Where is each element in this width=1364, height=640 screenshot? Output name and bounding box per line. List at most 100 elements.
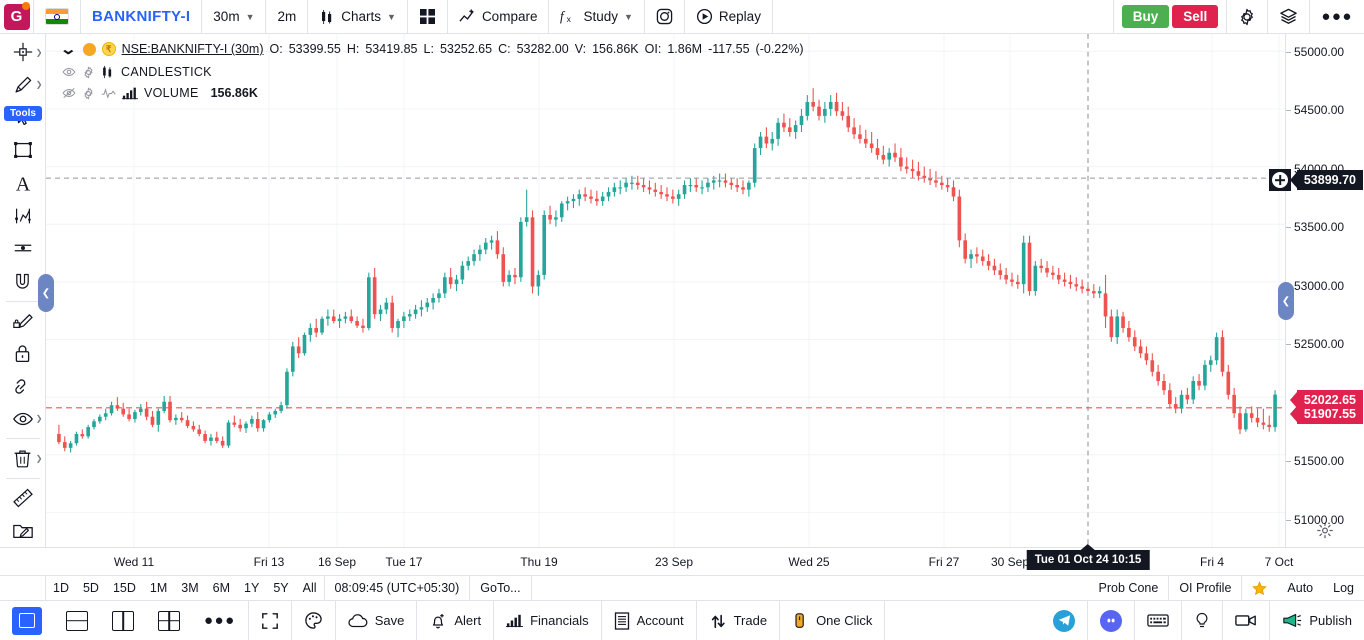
layout-vertical-button[interactable] [100, 601, 146, 640]
trade-button[interactable]: Trade [697, 601, 781, 640]
price-axis[interactable]: 53899.70 52022.65 51907.55 ❮ 51000.00 515… [1269, 34, 1364, 547]
layout-more-button[interactable]: ●●● [192, 601, 248, 640]
oi-profile-button[interactable]: OI Profile [1179, 581, 1232, 595]
market-flag-selector[interactable] [34, 0, 81, 33]
price-axis-settings-button[interactable] [1317, 522, 1334, 539]
fullscreen-icon [261, 612, 278, 629]
chart-type-selector[interactable]: Charts ▼ [308, 0, 408, 33]
chevron-down-icon[interactable]: ⌄ [59, 41, 78, 58]
range-button-1d[interactable]: 1D [53, 581, 69, 595]
telegram-icon [1053, 609, 1076, 632]
favorite-button[interactable] [1242, 576, 1277, 600]
hide-drawings-tool[interactable]: ❯ [0, 402, 46, 435]
range-button-3m[interactable]: 3M [181, 581, 199, 595]
layers-button[interactable] [1268, 0, 1311, 33]
interval-quick-2m[interactable]: 2m [266, 0, 309, 33]
crosshair-tool[interactable]: ❯ [0, 36, 46, 69]
bottom-toolbar: ●●● Save [0, 600, 1364, 640]
save-button[interactable]: Save [336, 601, 418, 640]
publish-button[interactable]: Publish [1270, 601, 1364, 640]
collapse-left-toolbar-button[interactable]: ❮ [38, 274, 54, 312]
symbol-link[interactable]: NSE:BANKNIFTY-I (30m) [121, 42, 264, 56]
interval-label: 30m [213, 9, 240, 24]
study-label: Study [583, 9, 618, 24]
layout-horizontal-button[interactable] [54, 601, 100, 640]
range-button-1y[interactable]: 1Y [244, 581, 260, 595]
pattern-tool[interactable] [0, 199, 46, 232]
chart-legend: ⌄ ₹ NSE:BANKNIFTY-I (30m) O: 53399.55 H:… [59, 40, 804, 100]
time-axis-label: Tue 17 [385, 555, 423, 569]
app-logo[interactable]: G [0, 0, 34, 33]
auto-scale-button[interactable]: Auto [1287, 581, 1314, 595]
range-button-all[interactable]: All [302, 581, 317, 595]
idea-button[interactable] [1182, 601, 1224, 640]
goto-button[interactable]: GoTo... [480, 581, 521, 595]
trend-line-tool[interactable]: ❯ [0, 69, 46, 102]
telegram-button[interactable] [1041, 601, 1089, 640]
long-position-tool[interactable] [0, 232, 46, 265]
eye-off-icon[interactable] [62, 86, 76, 100]
oi-label: OI: [644, 42, 662, 56]
lock-drawings-tool[interactable] [0, 304, 46, 337]
keyboard-shortcuts-button[interactable] [1135, 601, 1183, 640]
layout-quad-button[interactable] [146, 601, 192, 640]
study-button[interactable]: f x Study ▼ [549, 0, 645, 33]
theme-button[interactable] [292, 601, 336, 640]
eye-icon[interactable] [62, 65, 76, 79]
symbol-selector[interactable]: BANKNIFTY-I [81, 0, 203, 33]
interval-selector[interactable]: 30m ▼ [202, 0, 267, 33]
toolbar-spacer [773, 0, 1114, 33]
financials-button[interactable]: Financials [494, 601, 602, 640]
clock-label[interactable]: 08:09:45 (UTC+05:30) [334, 581, 460, 595]
crosshair-icon [13, 43, 32, 62]
text-tool[interactable]: A [0, 167, 46, 200]
remove-drawings-tool[interactable]: ❯ [0, 442, 46, 475]
measure-tool[interactable] [0, 482, 46, 515]
chevron-right-icon: ❯ [35, 414, 43, 424]
unlock-tool[interactable] [0, 337, 46, 370]
discord-button[interactable] [1088, 601, 1136, 640]
video-button[interactable] [1223, 601, 1271, 640]
range-button-5y[interactable]: 5Y [273, 581, 289, 595]
palette-icon [304, 612, 322, 629]
gear-icon[interactable] [82, 66, 95, 79]
log-scale-button[interactable]: Log [1333, 581, 1354, 595]
fullscreen-button[interactable] [249, 601, 292, 640]
layout-single-button[interactable] [0, 601, 54, 640]
prob-cone-button[interactable]: Prob Cone [1098, 581, 1159, 595]
one-click-button[interactable]: One Click [780, 601, 886, 640]
alert-button[interactable]: Alert [417, 601, 495, 640]
replay-button[interactable]: Replay [685, 0, 773, 33]
price-axis-label: 53500.00 [1294, 220, 1345, 235]
close-value: 53282.00 [516, 42, 569, 56]
tools-badge: Tools [4, 106, 42, 121]
chart-canvas[interactable]: ⌄ ₹ NSE:BANKNIFTY-I (30m) O: 53399.55 H:… [46, 34, 1285, 547]
grid-layout-icon [419, 9, 435, 24]
one-click-label: One Click [816, 613, 873, 628]
more-options-button[interactable]: ●●● [1310, 0, 1364, 33]
change-value: -117.55 [708, 42, 750, 56]
svg-text:x: x [567, 14, 572, 24]
layout-grid-button[interactable] [408, 0, 448, 33]
legend-main-row: ⌄ ₹ NSE:BANKNIFTY-I (30m) O: 53399.55 H:… [59, 40, 804, 58]
collapse-price-axis-button[interactable]: ❮ [1278, 282, 1294, 320]
toolbar-divider [5, 438, 40, 439]
compare-button[interactable]: Compare [448, 0, 550, 33]
snapshot-button[interactable] [645, 0, 685, 33]
time-axis[interactable]: Tue 01 Oct 24 10:15 Wed 11 Fri 13 16 Sep Tu… [0, 547, 1364, 575]
rectangle-tool[interactable] [0, 134, 46, 167]
range-button-5d[interactable]: 5D [82, 581, 99, 595]
drawings-folder-tool[interactable] [0, 514, 46, 547]
crosshair-marker-button[interactable] [1269, 169, 1291, 192]
sell-button[interactable]: Sell [1172, 5, 1219, 28]
buy-button[interactable]: Buy [1121, 5, 1170, 28]
link-tool[interactable] [0, 370, 46, 403]
gear-icon[interactable] [82, 87, 95, 100]
change-percent: (-0.22%) [755, 42, 804, 56]
range-button-6m[interactable]: 6M [212, 581, 231, 595]
settings-button[interactable] [1227, 0, 1269, 33]
range-button-15d[interactable]: 15D [112, 581, 136, 595]
magnet-tool[interactable] [0, 265, 46, 298]
account-button[interactable]: Account [602, 601, 697, 640]
range-button-1m[interactable]: 1M [149, 581, 168, 595]
